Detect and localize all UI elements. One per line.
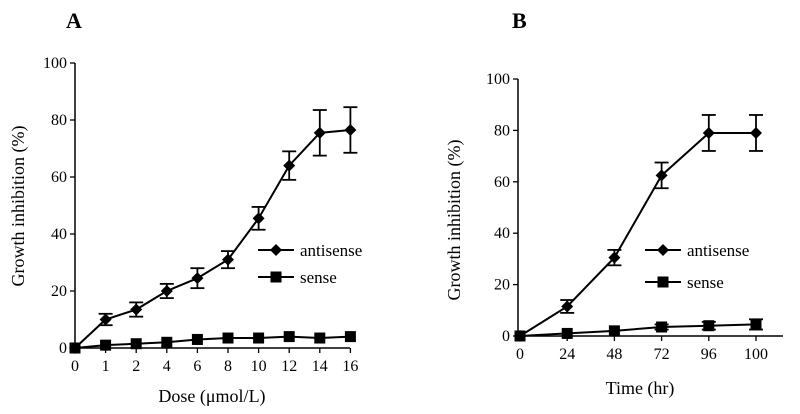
y-tick-label: 20 — [494, 277, 510, 294]
y-tick-label: 100 — [43, 55, 67, 72]
series-antisense — [514, 114, 763, 342]
square-marker — [283, 331, 295, 343]
panel-letter-b: B — [512, 8, 527, 33]
legend-label: antisense — [300, 241, 362, 260]
x-tick-label: 2 — [132, 358, 140, 375]
y-tick-label: 100 — [486, 71, 510, 88]
x-tick-label: 4 — [163, 358, 171, 375]
series-sense — [514, 318, 763, 342]
legend-label: sense — [687, 273, 724, 292]
legend-label: sense — [300, 268, 337, 287]
diamond-marker — [191, 272, 204, 285]
x-tick-label: 1 — [102, 358, 110, 375]
square-marker — [222, 332, 234, 344]
x-tick-label: 0 — [71, 358, 79, 375]
diamond-marker — [99, 313, 112, 326]
square-marker — [703, 320, 715, 332]
series-line — [74, 335, 351, 349]
square-marker — [100, 339, 112, 351]
square-marker — [657, 276, 669, 288]
diamond-marker — [270, 244, 282, 256]
x-tick-label: 6 — [193, 358, 201, 375]
legend-item-sense: sense — [258, 268, 337, 287]
diamond-marker — [608, 251, 621, 264]
y-tick-label: 80 — [494, 122, 510, 139]
series-line — [74, 128, 351, 349]
square-marker — [161, 336, 173, 348]
legend-b: antisense sense — [645, 241, 749, 292]
axes-a — [74, 63, 350, 349]
y-tick-label: 60 — [51, 169, 67, 186]
series-b — [514, 114, 763, 342]
axes-b — [517, 79, 783, 337]
square-marker — [69, 342, 81, 354]
x-tick-label: 72 — [654, 346, 670, 363]
ticks-b: 0 20 40 60 80 100 0 24 48 72 96 100 — [486, 71, 768, 363]
x-axis-label-a: Dose (μmol/L) — [158, 386, 265, 407]
square-marker — [130, 338, 142, 350]
diamond-marker — [313, 126, 326, 139]
y-axis-label-a: Growth inhibition (%) — [8, 126, 29, 287]
diamond-marker — [655, 169, 668, 182]
square-marker — [514, 330, 526, 342]
series-a — [69, 106, 358, 354]
x-tick-label: 48 — [606, 346, 622, 363]
x-axis-label-b: Time (hr) — [606, 378, 675, 399]
series-line — [519, 323, 757, 337]
x-tick-label: 0 — [516, 346, 524, 363]
legend-item-antisense: antisense — [645, 241, 749, 260]
legend-a: antisense sense — [258, 241, 362, 287]
square-marker — [608, 325, 620, 337]
square-marker — [750, 318, 762, 330]
legend-item-antisense: antisense — [258, 241, 362, 260]
x-tick-label: 100 — [744, 346, 768, 363]
legend-item-sense: sense — [645, 273, 724, 292]
square-marker — [191, 333, 203, 345]
diamond-marker — [702, 126, 715, 139]
x-tick-label: 24 — [559, 346, 575, 363]
diamond-marker — [283, 159, 296, 172]
x-tick-label: 8 — [224, 358, 232, 375]
square-marker — [561, 327, 573, 339]
series-antisense — [69, 106, 358, 354]
y-tick-label: 0 — [59, 340, 67, 357]
x-tick-label: 14 — [312, 358, 328, 375]
diamond-marker — [252, 212, 265, 225]
x-tick-label: 96 — [701, 346, 717, 363]
diamond-marker — [160, 285, 173, 297]
y-tick-label: 60 — [494, 174, 510, 191]
square-marker — [314, 332, 326, 344]
square-marker — [656, 321, 668, 333]
diamond-marker — [657, 244, 669, 256]
square-marker — [344, 331, 356, 343]
panel-letter-a: A — [66, 8, 82, 33]
y-tick-label: 80 — [51, 112, 67, 129]
diamond-marker — [222, 253, 234, 266]
series-sense — [69, 331, 356, 354]
series-line — [519, 131, 756, 337]
y-axis-label-b: Growth inhibition (%) — [444, 140, 465, 301]
y-tick-label: 40 — [51, 226, 67, 243]
y-tick-label: 40 — [494, 225, 510, 242]
diamond-marker — [130, 303, 143, 316]
x-tick-label: 16 — [342, 358, 358, 375]
y-tick-label: 20 — [51, 283, 67, 300]
square-marker — [270, 271, 282, 283]
x-tick-label: 10 — [251, 358, 267, 375]
y-tick-label: 0 — [502, 328, 510, 345]
chart-panel-a: A Growth inhibition (%) Dose (μmol/L) 0 2… — [8, 8, 362, 407]
diamond-marker — [750, 126, 762, 139]
diamond-marker — [561, 300, 574, 313]
legend-label: antisense — [687, 241, 749, 260]
diamond-marker — [344, 123, 357, 136]
x-tick-label: 12 — [281, 358, 297, 375]
square-marker — [253, 332, 265, 344]
chart-panel-b: B Growth inhibition (%) Time (hr) 0 20 40 6… — [444, 8, 783, 399]
